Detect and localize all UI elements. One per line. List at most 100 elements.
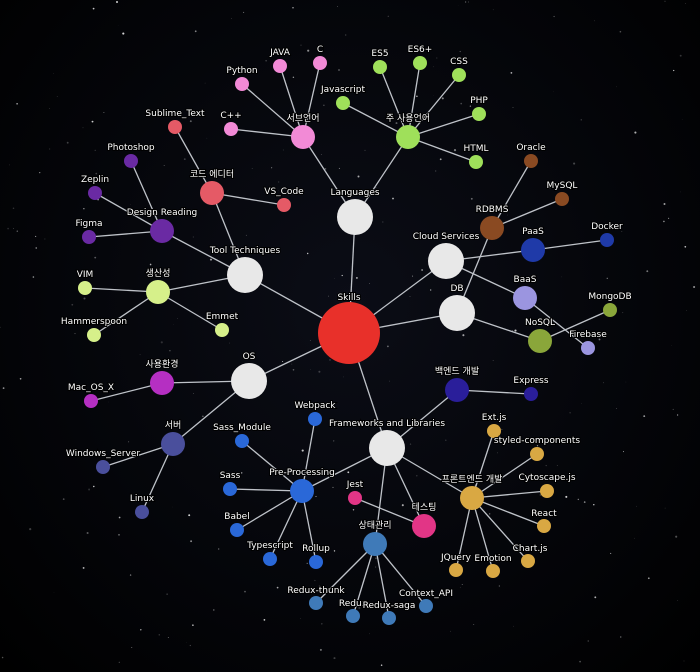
node-docker[interactable] xyxy=(600,233,614,247)
background-star xyxy=(245,234,247,236)
node-linux[interactable] xyxy=(135,505,149,519)
node-webpack[interactable] xyxy=(308,412,322,426)
background-star xyxy=(333,440,335,442)
node-baas[interactable] xyxy=(513,286,537,310)
background-star xyxy=(204,82,206,84)
node-mongodb[interactable] xyxy=(603,303,617,317)
node-firebase[interactable] xyxy=(581,341,595,355)
node-emotion[interactable] xyxy=(486,564,500,578)
node-es6[interactable] xyxy=(413,56,427,70)
edge-state-redux_thunk xyxy=(315,543,376,604)
background-star xyxy=(318,370,321,373)
node-sub-lang[interactable] xyxy=(291,125,315,149)
node-macosx[interactable] xyxy=(84,394,98,408)
node-hammerspoon[interactable] xyxy=(87,328,101,342)
edge-main_lang-es6 xyxy=(407,62,421,138)
node-styled[interactable] xyxy=(530,447,544,461)
node-label-extjs: Ext.js xyxy=(482,413,507,423)
node-languages[interactable] xyxy=(337,199,373,235)
node-main-lang[interactable] xyxy=(396,125,420,149)
node-jest[interactable] xyxy=(348,491,362,505)
node-label-photoshop: Photoshop xyxy=(107,143,155,153)
node-javascript[interactable] xyxy=(336,96,350,110)
node-label-javascript: Javascript xyxy=(320,85,366,95)
background-star xyxy=(91,120,94,123)
node-state[interactable] xyxy=(363,532,387,556)
node-db[interactable] xyxy=(439,295,475,331)
background-star xyxy=(387,15,389,17)
node-tool-tech[interactable] xyxy=(227,257,263,293)
background-star xyxy=(435,170,437,172)
node-label-tool-tech: Tool Techniques xyxy=(209,246,281,256)
background-star xyxy=(108,401,110,403)
node-python[interactable] xyxy=(235,77,249,91)
node-oracle[interactable] xyxy=(524,154,538,168)
node-c[interactable] xyxy=(313,56,327,70)
node-chartjs[interactable] xyxy=(521,554,535,568)
node-nosql[interactable] xyxy=(528,329,552,353)
node-emmet[interactable] xyxy=(215,323,229,337)
node-frameworks[interactable] xyxy=(369,430,405,466)
node-paas[interactable] xyxy=(521,238,545,262)
node-react[interactable] xyxy=(537,519,551,533)
node-frontend[interactable] xyxy=(460,486,484,510)
node-context-api[interactable] xyxy=(419,599,433,613)
edge-main_lang-css xyxy=(407,74,460,138)
background-star xyxy=(321,623,323,625)
node-label-cpp: C++ xyxy=(220,111,241,121)
node-cytoscape[interactable] xyxy=(540,484,554,498)
node-code-editor[interactable] xyxy=(200,181,224,205)
node-cpp[interactable] xyxy=(224,122,238,136)
node-html[interactable] xyxy=(469,155,483,169)
node-vim[interactable] xyxy=(78,281,92,295)
node-figma[interactable] xyxy=(82,230,96,244)
node-php[interactable] xyxy=(472,107,486,121)
node-sublime[interactable] xyxy=(168,120,182,134)
graph-nodes[interactable] xyxy=(78,56,617,625)
edge-main_lang-php xyxy=(407,113,480,138)
node-photoshop[interactable] xyxy=(124,154,138,168)
node-css[interactable] xyxy=(452,68,466,82)
background-star xyxy=(664,0,666,2)
node-redux-thunk[interactable] xyxy=(309,596,323,610)
node-redux[interactable] xyxy=(346,609,360,623)
node-label-dev-env: 사용환경 xyxy=(145,358,178,370)
node-jquery[interactable] xyxy=(449,563,463,577)
background-star xyxy=(647,577,650,580)
graph-labels: Skills Languages Tool Techniques Cloud Serv… xyxy=(60,44,633,612)
background-star xyxy=(643,415,646,418)
background-star xyxy=(489,513,491,515)
node-typescript[interactable] xyxy=(263,552,277,566)
node-testing[interactable] xyxy=(412,514,436,538)
background-star xyxy=(271,167,273,169)
node-mysql[interactable] xyxy=(555,192,569,206)
node-preprocessing[interactable] xyxy=(290,479,314,503)
node-dev-env[interactable] xyxy=(150,371,174,395)
node-backend[interactable] xyxy=(445,378,469,402)
node-zeplin[interactable] xyxy=(88,186,102,200)
node-server[interactable] xyxy=(161,432,185,456)
background-star xyxy=(549,186,551,189)
node-vscode[interactable] xyxy=(277,198,291,212)
node-skills[interactable] xyxy=(318,302,380,364)
background-star xyxy=(681,119,683,120)
node-sass-module[interactable] xyxy=(235,434,249,448)
node-os[interactable] xyxy=(231,363,267,399)
node-java[interactable] xyxy=(273,59,287,73)
node-cloud[interactable] xyxy=(428,243,464,279)
node-rollup[interactable] xyxy=(309,555,323,569)
background-star xyxy=(183,158,186,160)
node-redux-saga[interactable] xyxy=(382,611,396,625)
node-express[interactable] xyxy=(524,387,538,401)
node-rdbms[interactable] xyxy=(480,216,504,240)
node-design-reading[interactable] xyxy=(150,219,174,243)
background-star xyxy=(445,439,447,441)
node-babel[interactable] xyxy=(230,523,244,537)
node-windows-server[interactable] xyxy=(96,460,110,474)
node-productivity[interactable] xyxy=(146,280,170,304)
node-sass[interactable] xyxy=(223,482,237,496)
node-es5[interactable] xyxy=(373,60,387,74)
node-extjs[interactable] xyxy=(487,424,501,438)
